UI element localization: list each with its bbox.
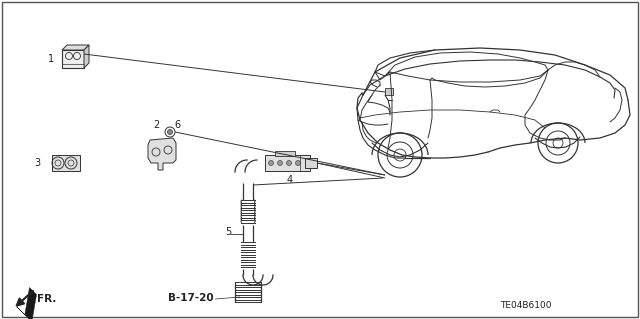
Text: 1: 1 <box>48 54 54 64</box>
Circle shape <box>278 160 282 166</box>
Text: 4: 4 <box>287 175 293 185</box>
Bar <box>385 88 393 95</box>
Bar <box>275 151 295 156</box>
Text: TE04B6100: TE04B6100 <box>500 300 552 309</box>
Bar <box>305 158 317 168</box>
Text: 6: 6 <box>174 120 180 130</box>
Bar <box>62 50 84 68</box>
Polygon shape <box>84 45 89 68</box>
Text: 2: 2 <box>153 120 159 130</box>
Circle shape <box>296 160 301 166</box>
Text: FR.: FR. <box>37 294 56 304</box>
Circle shape <box>168 130 173 135</box>
Circle shape <box>287 160 291 166</box>
Polygon shape <box>62 45 89 50</box>
Bar <box>265 155 310 171</box>
Polygon shape <box>17 287 36 319</box>
Text: B-17-20: B-17-20 <box>168 293 214 303</box>
Text: 3: 3 <box>34 158 40 168</box>
Circle shape <box>269 160 273 166</box>
Bar <box>52 155 80 171</box>
Text: 5: 5 <box>225 227 231 237</box>
Polygon shape <box>148 138 176 170</box>
